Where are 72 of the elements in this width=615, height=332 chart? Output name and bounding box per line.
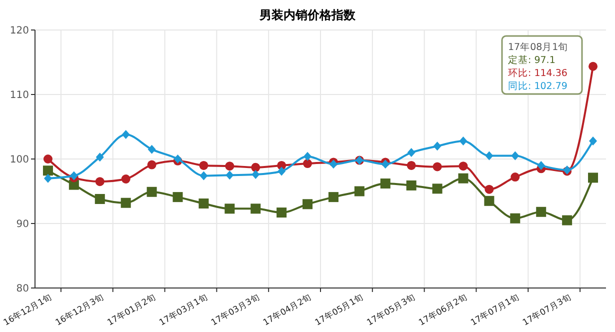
point xyxy=(537,160,546,170)
annotation: 同比: 102.79 xyxy=(508,80,568,92)
point xyxy=(250,204,261,214)
point xyxy=(276,208,287,218)
x-tick-label: 16年12月1旬 xyxy=(2,292,54,328)
point xyxy=(510,172,520,182)
point xyxy=(120,198,131,208)
point xyxy=(432,162,442,172)
point xyxy=(172,192,183,202)
point xyxy=(484,196,494,206)
point xyxy=(200,171,208,180)
point xyxy=(302,199,313,210)
point xyxy=(406,180,416,190)
point xyxy=(303,159,312,168)
point xyxy=(407,148,416,158)
x-tick-label: 16年12月3旬 xyxy=(54,292,106,328)
point xyxy=(511,151,520,160)
y-tick-label: 100 xyxy=(10,154,29,166)
point xyxy=(42,166,53,176)
point xyxy=(96,152,104,162)
annotation: 17年08月1旬 xyxy=(508,41,568,53)
point xyxy=(304,152,312,161)
point xyxy=(121,174,130,184)
x-tick-label: 17年07月1旬 xyxy=(468,292,522,328)
point xyxy=(406,160,416,170)
point xyxy=(562,215,572,226)
point xyxy=(459,136,468,146)
x-tick-label: 17年04月2旬 xyxy=(261,292,314,328)
point xyxy=(224,204,235,214)
x-tick-label: 17年06月2旬 xyxy=(416,292,470,328)
point xyxy=(588,172,598,183)
point xyxy=(458,162,468,171)
x-tick-label: 17年07月3旬 xyxy=(520,292,574,328)
point xyxy=(278,166,286,176)
point xyxy=(433,142,442,151)
point xyxy=(458,173,468,184)
point xyxy=(147,160,156,170)
x-tick-label: 17年03月1旬 xyxy=(157,292,210,328)
point xyxy=(225,162,234,171)
x-tick-label: 17年01月2旬 xyxy=(105,292,158,328)
point xyxy=(484,184,494,194)
y-tick-label: 120 xyxy=(10,26,29,36)
point xyxy=(146,186,157,197)
annotation: 定基: 97.1 xyxy=(508,54,556,66)
point xyxy=(251,162,260,172)
point xyxy=(380,178,390,189)
point xyxy=(328,192,338,202)
point xyxy=(226,170,234,180)
x-tick-label: 17年05月3旬 xyxy=(365,292,418,328)
y-tick-label: 80 xyxy=(16,284,29,294)
point xyxy=(198,198,209,209)
point xyxy=(354,186,364,196)
point xyxy=(485,151,494,160)
point xyxy=(510,213,520,224)
point xyxy=(122,130,130,139)
point xyxy=(199,160,208,170)
point xyxy=(44,174,52,183)
point xyxy=(94,194,105,204)
point xyxy=(589,136,598,146)
chart-title: 男装内销价格指数 xyxy=(258,8,356,22)
point xyxy=(252,170,260,179)
x-tick-label: 17年05月1旬 xyxy=(313,292,366,328)
annotation: 环比: 114.36 xyxy=(508,67,568,79)
point xyxy=(536,206,546,217)
point xyxy=(148,144,156,154)
x-tick-label: 17年03月3旬 xyxy=(209,292,262,328)
point xyxy=(588,62,598,71)
y-tick-label: 110 xyxy=(10,90,29,101)
point xyxy=(95,177,104,186)
point xyxy=(432,184,442,194)
point xyxy=(43,154,52,164)
y-tick-label: 90 xyxy=(16,219,29,230)
